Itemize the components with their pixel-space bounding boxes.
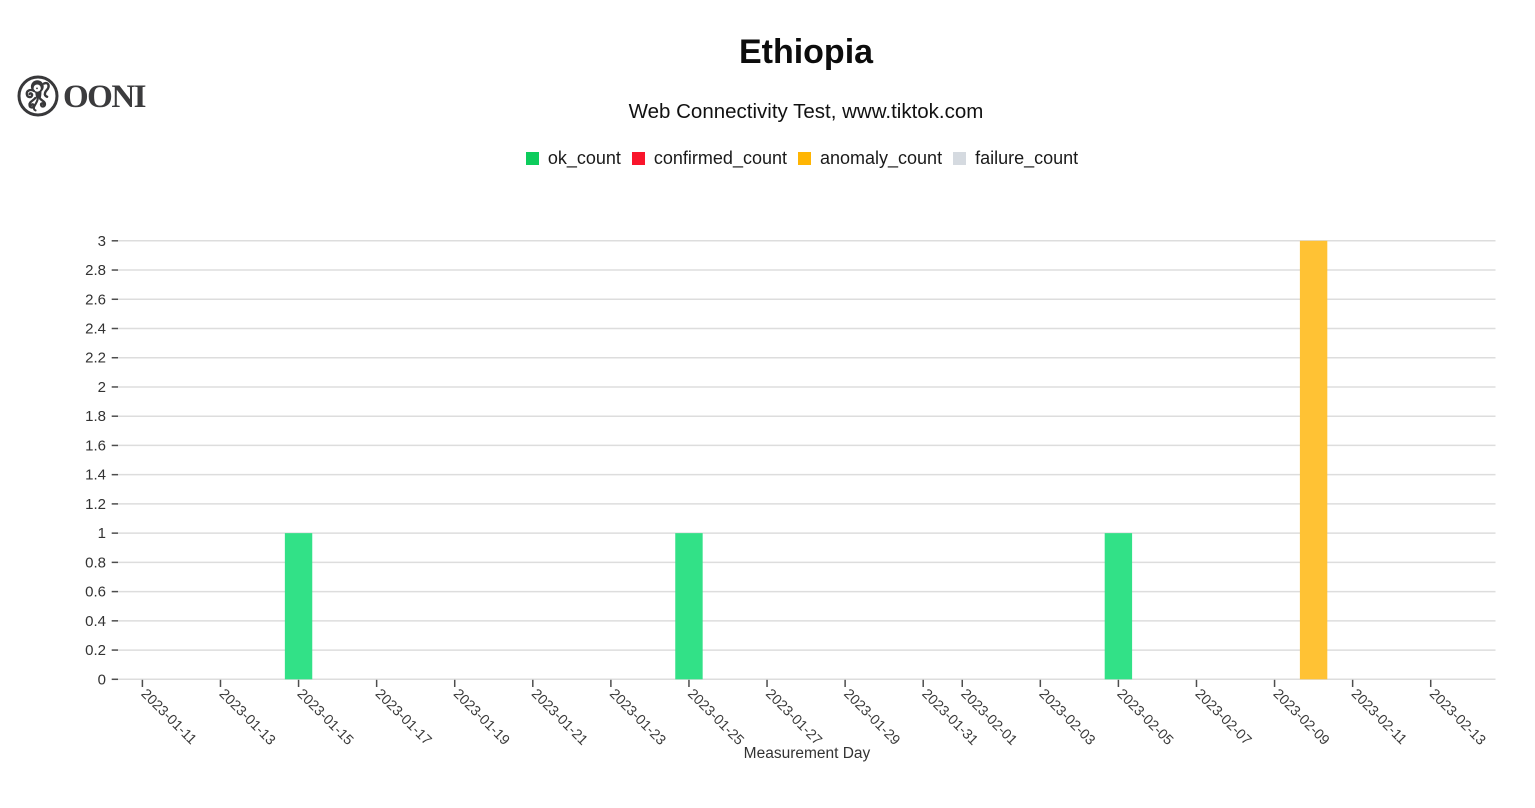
svg-text:2023-02-07: 2023-02-07 [1192,686,1255,749]
svg-text:1.2: 1.2 [85,496,106,513]
svg-text:2023-01-13: 2023-01-13 [216,686,279,749]
svg-text:0.4: 0.4 [85,613,106,630]
svg-text:2023-02-03: 2023-02-03 [1035,686,1098,749]
svg-text:2023-01-23: 2023-01-23 [606,686,669,749]
svg-text:1.6: 1.6 [85,437,106,454]
svg-text:2023-01-17: 2023-01-17 [372,686,435,749]
svg-text:2023-01-15: 2023-01-15 [294,686,357,749]
svg-text:3: 3 [98,233,106,250]
svg-text:2023-01-21: 2023-01-21 [528,686,591,749]
svg-text:2.8: 2.8 [85,262,106,279]
svg-text:2.4: 2.4 [85,321,106,338]
svg-text:0: 0 [98,671,106,688]
svg-text:2023-01-11: 2023-01-11 [138,686,200,748]
svg-text:2023-02-05: 2023-02-05 [1114,686,1177,749]
svg-text:2.6: 2.6 [85,291,106,308]
svg-text:1.8: 1.8 [85,408,106,425]
svg-text:0.2: 0.2 [85,642,106,659]
svg-text:2023-02-09: 2023-02-09 [1270,686,1333,749]
svg-text:Measurement Day: Measurement Day [744,745,871,762]
svg-text:1: 1 [98,525,106,542]
svg-text:2023-01-29: 2023-01-29 [840,686,903,749]
svg-text:0.6: 0.6 [85,584,106,601]
svg-text:1.4: 1.4 [85,467,106,484]
svg-text:0.8: 0.8 [85,554,106,571]
svg-text:2023-01-27: 2023-01-27 [762,686,825,749]
svg-text:2023-01-19: 2023-01-19 [450,686,513,749]
svg-text:2.2: 2.2 [85,350,106,367]
svg-text:2023-02-13: 2023-02-13 [1426,686,1489,749]
svg-text:2023-02-11: 2023-02-11 [1348,686,1410,748]
svg-text:2023-01-25: 2023-01-25 [684,686,747,749]
svg-text:2: 2 [98,379,106,396]
